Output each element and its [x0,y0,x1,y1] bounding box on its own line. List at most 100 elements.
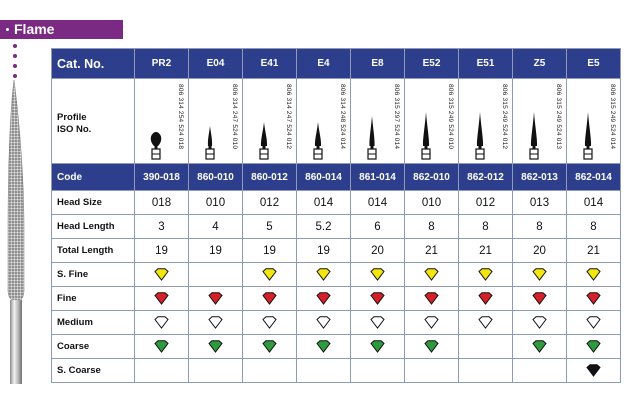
cell-grit-fine [134,286,189,311]
bur-profile-shape [259,122,269,160]
cell-head-length: 5.2 [296,214,351,239]
cell-grit-fine [242,286,297,311]
grit-s-fine-icon [532,268,547,281]
cell-grit-s-fine [404,262,459,287]
cell-grit-coarse [242,334,297,359]
cell-grit-fine [188,286,243,311]
cell-total-length: 21 [458,238,513,263]
cell-total-length: 21 [566,238,621,263]
profile-cell-inner: 806 315 249 524 012 [459,79,512,163]
cell-total-length: 19 [188,238,243,263]
profile-cell: 806 315 249 524 013 [512,78,567,164]
iso-number: 806 314 248 524 014 [339,84,346,150]
grit-s-fine-icon [316,268,331,281]
grit-s-fine-icon [586,268,601,281]
iso-number: 806 314 247 524 012 [285,84,292,150]
profile-cell-inner: 806 315 297 524 014 [351,79,404,163]
cell-grit-fine [296,286,351,311]
cell-head-length: 8 [404,214,459,239]
section-title: Flame [5,21,55,37]
grit-fine-icon [370,292,385,305]
cell-grit-medium [134,310,189,335]
row-fine: Fine [51,286,621,311]
cell-cat-no: E4 [296,48,351,79]
profile-cell: 806 314 247 524 012 [242,78,297,164]
flame-bur-illustration [7,80,25,384]
cell-code: 862-014 [566,163,621,191]
profile-cell: 806 314 254 524 018 [134,78,189,164]
cell-grit-coarse [188,334,243,359]
cell-code: 860-014 [296,163,351,191]
profile-cell: 806 315 297 524 014 [350,78,405,164]
cell-grit-medium [512,310,567,335]
cell-cat-no: E8 [350,48,405,79]
cell-code: 862-013 [512,163,567,191]
iso-number: 806 314 254 524 018 [177,84,184,150]
profile-cell: 806 315 249 524 012 [458,78,513,164]
grit-medium-icon [478,316,493,329]
cell-grit-coarse [512,334,567,359]
profile-cell: 806 314 248 524 014 [296,78,351,164]
cell-head-length: 3 [134,214,189,239]
cell-grit-s-coarse [296,358,351,383]
bur-profile-shape [205,126,215,160]
cell-total-length: 21 [404,238,459,263]
cell-grit-s-coarse [404,358,459,383]
iso-number: 806 315 249 524 010 [447,84,454,150]
table-body: Cat. No. PR2 E04 E41 E4 E8 E52 E51 Z5 E5 Profile IS… [51,48,621,383]
row-coarse: Coarse [51,334,621,359]
cell-head-size: 018 [134,190,189,215]
grit-medium-icon [316,316,331,329]
cell-cat-no: E04 [188,48,243,79]
profile-cell: 806 315 249 524 010 [404,78,459,164]
row-label-profile: Profile ISO No. [51,78,135,164]
cell-grit-s-coarse [458,358,513,383]
cell-grit-fine [350,286,405,311]
grit-s-fine-icon [424,268,439,281]
bur-profile-shape [583,112,593,160]
product-table: Cat. No. PR2 E04 E41 E4 E8 E52 E51 Z5 E5 Profile IS… [51,48,621,383]
cell-total-length: 19 [296,238,351,263]
cell-grit-s-coarse [566,358,621,383]
bur-profile-shape [475,112,485,160]
grit-fine-icon [586,292,601,305]
row-medium: Medium [51,310,621,335]
cell-grit-s-coarse [242,358,297,383]
grit-medium-icon [424,316,439,329]
cell-grit-s-coarse [134,358,189,383]
grit-fine-icon [478,292,493,305]
profile-cell-inner: 806 314 247 524 012 [243,79,296,163]
row-profile: Profile ISO No. 806 314 254 524 018 806 314… [51,78,621,164]
cell-code: 860-010 [188,163,243,191]
cell-grit-s-coarse [350,358,405,383]
cell-head-size: 013 [512,190,567,215]
cell-head-size: 010 [188,190,243,215]
row-s-coarse: S. Coarse [51,358,621,383]
row-head-size: Head Size 018 010 012 014 014 010 012 013 014 [51,190,621,215]
grit-fine-icon [316,292,331,305]
cell-head-length: 8 [512,214,567,239]
grit-coarse-icon [370,340,385,353]
iso-number: 806 315 249 524 012 [501,84,508,150]
cell-grit-fine [404,286,459,311]
row-label-total-length: Total Length [51,238,135,263]
grit-medium-icon [262,316,277,329]
row-label-head-length: Head Length [51,214,135,239]
row-label-head-size: Head Size [51,190,135,215]
cell-cat-no: E51 [458,48,513,79]
grit-medium-icon [586,316,601,329]
bur-profile-shape [313,122,323,160]
grit-fine-icon [262,292,277,305]
grit-coarse-icon [586,340,601,353]
row-label-medium: Medium [51,310,135,335]
cell-head-length: 8 [458,214,513,239]
profile-cell-inner: 806 315 249 524 014 [567,79,620,163]
cell-grit-s-fine [458,262,513,287]
cell-grit-medium [566,310,621,335]
grit-s-fine-icon [478,268,493,281]
grit-coarse-icon [316,340,331,353]
cell-cat-no: PR2 [134,48,189,79]
row-label-s-fine: S. Fine [51,262,135,287]
profile-label-text: Profile [57,112,87,123]
profile-cell-inner: 806 315 249 524 010 [405,79,458,163]
